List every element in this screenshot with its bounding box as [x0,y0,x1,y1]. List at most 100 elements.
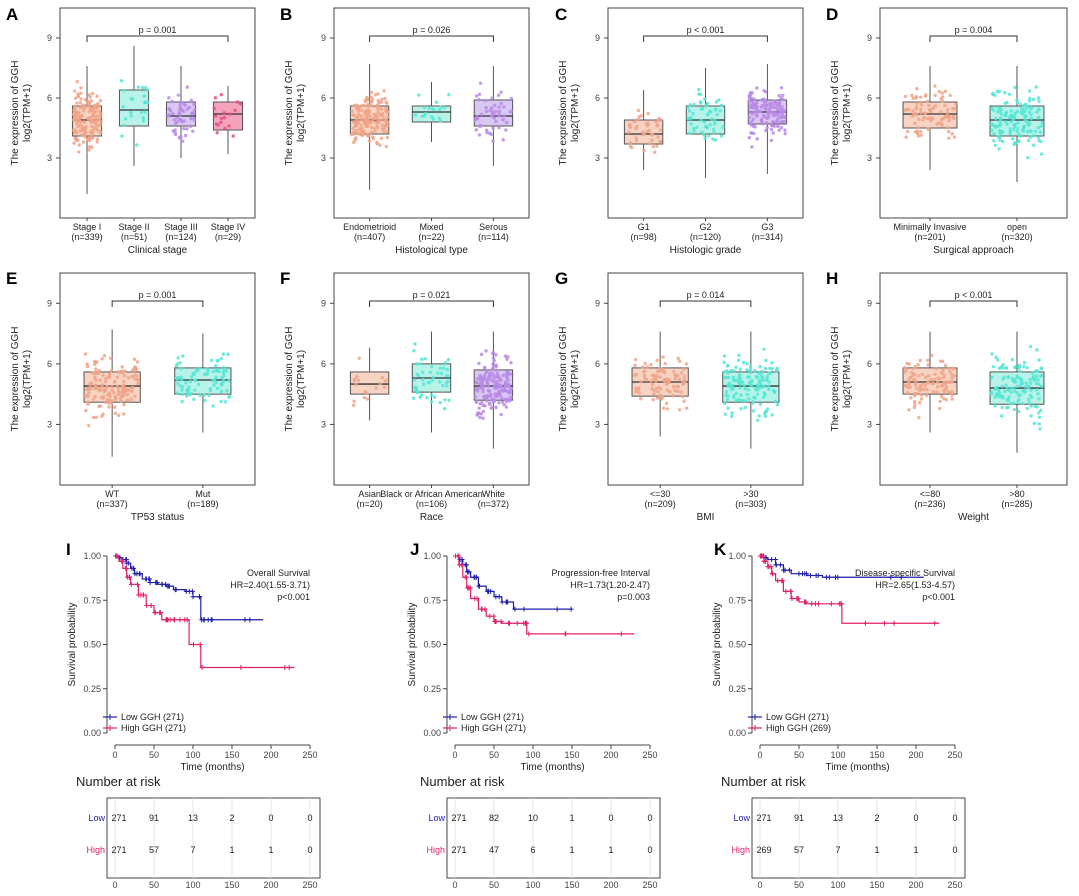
data-point [492,116,496,120]
data-point [1036,378,1040,382]
data-point [924,393,929,398]
data-point [498,391,502,395]
data-point [446,379,450,384]
data-point [99,112,103,116]
data-point [92,111,96,115]
data-point [1040,384,1044,389]
data-point [481,403,485,408]
data-point [83,105,87,110]
data-point [997,366,1002,371]
data-point [997,147,1001,151]
data-point [130,386,134,390]
annotation-line: HR=2.40(1.55-3.71) [230,580,310,590]
data-point [652,376,656,381]
x-axis-title: Histologic grade [670,245,742,256]
data-point [1026,384,1031,388]
data-point [356,107,360,111]
legend-marker [447,725,453,731]
annotation-line: p<0.001 [922,592,955,602]
data-point [927,103,931,107]
data-point [219,399,223,404]
data-point [952,135,957,139]
censor-mark [888,574,894,580]
x-tick-label: 100 [525,750,540,760]
data-point [738,373,742,377]
data-point [480,400,484,405]
data-point [373,129,377,133]
risk-value: 0 [952,813,957,823]
data-point [355,103,359,107]
data-point [116,389,121,393]
data-point [108,375,112,379]
data-point [931,106,935,110]
data-point [748,365,753,369]
panel-label-C: C [555,5,567,24]
data-point [95,385,100,390]
data-point [503,381,508,386]
data-point [1034,369,1038,373]
data-point [441,383,445,388]
x-category-label: <=30 [650,489,671,499]
data-point [780,93,785,97]
data-point [783,131,787,136]
data-point [751,401,755,405]
data-point [1012,116,1017,120]
data-point [384,124,389,128]
data-point [767,384,771,389]
data-point [651,397,655,402]
censor-mark [119,558,125,564]
data-point [77,115,81,120]
data-point [909,396,913,400]
y-axis-label-line1: The expression of GGH [10,326,21,431]
data-point [940,384,944,388]
data-point [753,125,757,129]
data-point [656,123,660,128]
data-point [712,130,716,135]
data-point [679,371,684,375]
data-point [1031,97,1035,102]
data-point [990,92,995,97]
data-point [783,128,787,132]
data-point [87,148,91,152]
data-point [143,85,148,90]
data-point [1013,124,1017,129]
data-point [133,394,137,398]
data-point [497,401,501,405]
data-point [1009,109,1013,113]
data-point [1010,376,1015,381]
data-point [1005,398,1009,402]
panel-J: J0.000.250.500.751.000 50 100 150 200 250Time… [407,540,661,896]
data-point [497,109,502,114]
data-point [774,120,778,124]
data-point [655,144,659,148]
risk-value: 7 [835,845,840,855]
data-point [444,374,449,378]
annotation-line: p<0.001 [277,592,310,602]
data-point [912,405,917,410]
data-point [173,121,178,125]
data-point [495,371,500,376]
data-point [1030,395,1034,399]
data-point [89,119,93,124]
data-point [932,378,937,382]
data-point [764,414,768,419]
data-point [656,390,660,394]
data-point [644,121,649,126]
censor-mark [618,631,624,637]
data-point [710,117,714,121]
data-point [192,110,196,115]
data-point [915,129,919,133]
censor-mark [804,571,810,577]
data-point [175,362,179,366]
censor-mark [493,594,499,600]
data-point [749,120,754,124]
data-point [990,128,994,132]
data-point [438,108,442,112]
data-point [369,90,374,95]
data-point [726,371,730,375]
y-tick-label: 0.00 [423,728,441,738]
censor-mark [838,601,844,607]
data-point [953,102,958,106]
data-point [80,133,84,137]
data-point [1035,348,1039,352]
